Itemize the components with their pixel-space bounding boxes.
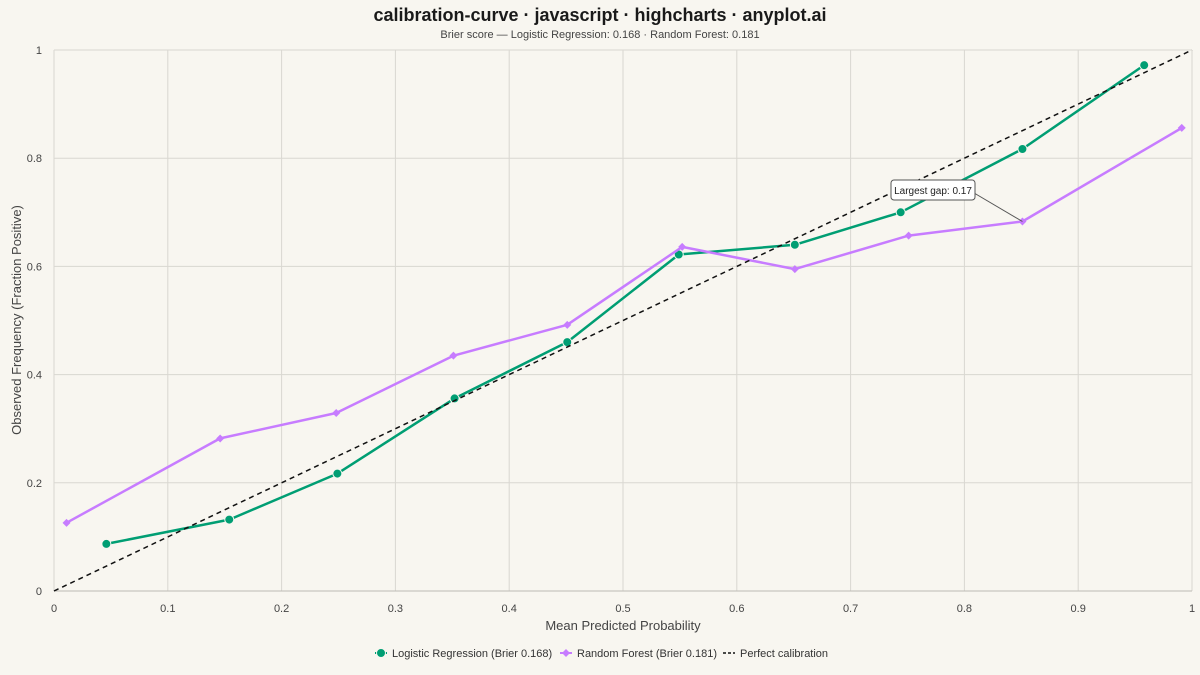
data-point	[563, 320, 572, 329]
annotation-layer: Largest gap: 0.17	[890, 179, 1023, 222]
series-line	[53, 49, 1193, 592]
data-point	[895, 207, 906, 218]
y-tick-label: 0	[36, 586, 42, 598]
x-tick-label: 0.7	[843, 603, 858, 615]
data-point	[790, 265, 799, 274]
annotation-connector	[968, 189, 1023, 222]
y-tick-label: 1	[36, 45, 42, 57]
data-point	[449, 351, 458, 360]
data-point	[789, 239, 800, 250]
x-tick-label: 0.3	[388, 603, 403, 615]
y-tick-label: 0.4	[27, 370, 42, 382]
x-tick-label: 0.4	[502, 603, 517, 615]
chart-title: calibration-curve · javascript · highcha…	[373, 5, 826, 25]
series-logistic	[101, 60, 1150, 549]
data-point	[1017, 144, 1028, 155]
data-point	[678, 242, 687, 251]
x-tick-label: 0.8	[957, 603, 972, 615]
series-random	[62, 123, 1186, 527]
data-point	[904, 231, 913, 240]
tick-labels: 0 0.1 0.2 0.3 0.4 0.5 0.6 0.7 0.8 0.9 1 0 0.2 0.4 0.6 0…	[27, 45, 1195, 615]
series-line	[106, 64, 1145, 546]
y-axis-title: Observed Frequency (Fraction Positive)	[9, 205, 24, 435]
y-tick-label: 0.8	[27, 153, 42, 165]
data-point	[376, 648, 386, 658]
data-point	[332, 468, 343, 479]
legend: Logistic Regression (Brier 0.168) Random …	[375, 648, 828, 660]
legend-item: Logistic Regression (Brier 0.168)	[375, 648, 552, 660]
legend-label: Logistic Regression (Brier 0.168)	[392, 648, 552, 660]
series-perfect	[53, 49, 1193, 592]
data-point	[62, 518, 71, 527]
legend-label: Perfect calibration	[740, 648, 828, 660]
x-tick-label: 0	[51, 603, 57, 615]
data-point	[101, 538, 112, 549]
data-point	[332, 409, 341, 418]
y-tick-label: 0.6	[27, 261, 42, 273]
legend-label: Random Forest (Brier 0.181)	[577, 648, 717, 660]
y-tick-label: 0.2	[27, 478, 42, 490]
legend-item: Perfect calibration	[723, 648, 828, 660]
annotation-callout: Largest gap: 0.17	[890, 179, 1023, 222]
x-axis-title: Mean Predicted Probability	[545, 618, 701, 633]
data-point	[1139, 60, 1150, 71]
data-point	[562, 649, 570, 657]
x-tick-label: 0.6	[729, 603, 744, 615]
annotation-box	[890, 179, 976, 201]
chart-subtitle: Brier score — Logistic Regression: 0.168…	[440, 29, 759, 41]
data-point	[1177, 123, 1186, 132]
series-line	[65, 126, 1183, 524]
x-tick-label: 0.5	[615, 603, 630, 615]
x-tick-label: 1	[1189, 603, 1195, 615]
legend-item: Random Forest (Brier 0.181)	[560, 648, 717, 660]
annotation-label: Largest gap: 0.17	[894, 186, 972, 197]
data-point	[224, 514, 235, 525]
x-tick-label: 0.2	[274, 603, 289, 615]
x-tick-label: 0.1	[160, 603, 175, 615]
data-point	[216, 434, 225, 443]
x-tick-label: 0.9	[1071, 603, 1086, 615]
data-point	[449, 393, 460, 404]
